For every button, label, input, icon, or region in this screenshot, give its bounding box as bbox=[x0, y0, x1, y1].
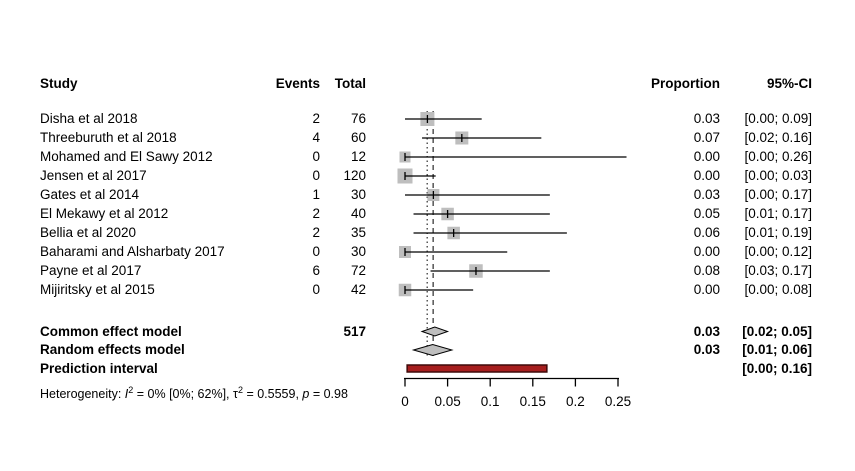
proportion-value: 0.00 bbox=[693, 149, 720, 164]
proportion-value: 0.05 bbox=[693, 206, 720, 221]
events-value: 0 bbox=[312, 149, 320, 164]
study-name: Threeburuth et al 2018 bbox=[40, 130, 177, 145]
ci-value: [0.02; 0.16] bbox=[744, 130, 812, 145]
x-axis-tick-label: 0.1 bbox=[481, 394, 500, 409]
total-value: 30 bbox=[350, 244, 366, 259]
study-name: Mijiritsky et al 2015 bbox=[40, 282, 155, 297]
proportion-value: 0.06 bbox=[693, 225, 720, 240]
study-name: Disha et al 2018 bbox=[40, 111, 138, 126]
x-axis-tick-label: 0.05 bbox=[434, 394, 460, 409]
column-header-proportion: Proportion bbox=[651, 76, 720, 91]
proportion-value: 0.03 bbox=[693, 111, 720, 126]
summary-ci: [0.00; 0.16] bbox=[742, 360, 812, 376]
study-name: Gates et al 2014 bbox=[40, 187, 140, 202]
study-name: Baharami and Alsharbaty 2017 bbox=[40, 244, 225, 259]
total-value: 40 bbox=[350, 206, 366, 221]
heterogeneity-note: Heterogeneity: I2 = 0% [0%; 62%], τ2 = 0… bbox=[40, 381, 348, 401]
events-value: 0 bbox=[312, 282, 320, 297]
summary-total: 517 bbox=[343, 323, 366, 339]
ci-value: [0.00; 0.12] bbox=[744, 244, 812, 259]
events-value: 2 bbox=[312, 206, 320, 221]
total-value: 12 bbox=[350, 149, 366, 164]
proportion-value: 0.08 bbox=[693, 263, 720, 278]
study-name: Jensen et al 2017 bbox=[40, 168, 147, 183]
total-value: 76 bbox=[350, 111, 366, 126]
prediction-interval-bar bbox=[406, 364, 548, 373]
summary-ci: [0.01; 0.06] bbox=[742, 342, 812, 357]
events-value: 2 bbox=[312, 111, 320, 126]
events-value: 1 bbox=[312, 187, 320, 202]
heterogeneity-text: 2 bbox=[128, 385, 134, 395]
ci-value: [0.01; 0.17] bbox=[744, 206, 812, 221]
x-axis-tick-label: 0.15 bbox=[520, 394, 546, 409]
proportion-value: 0.00 bbox=[693, 244, 720, 259]
summary-label: Prediction interval bbox=[40, 360, 158, 376]
x-axis-tick-label: 0 bbox=[401, 394, 409, 409]
heterogeneity-text: 2 bbox=[237, 385, 243, 395]
ci-value: [0.00; 0.03] bbox=[744, 168, 812, 183]
total-value: 120 bbox=[343, 168, 366, 183]
total-value: 30 bbox=[350, 187, 366, 202]
ci-value: [0.00; 0.17] bbox=[744, 187, 812, 202]
column-header-ci: 95%-CI bbox=[766, 76, 812, 91]
summary-ci: [0.02; 0.05] bbox=[742, 323, 812, 339]
x-axis-tick-label: 0.25 bbox=[605, 394, 631, 409]
ci-value: [0.03; 0.17] bbox=[744, 263, 812, 278]
summary-diamond bbox=[420, 326, 450, 337]
heterogeneity-text: p bbox=[302, 387, 310, 401]
events-value: 4 bbox=[312, 130, 320, 145]
events-value: 0 bbox=[312, 244, 320, 259]
heterogeneity-text: = 0% [0%; 62%], bbox=[133, 387, 233, 401]
proportion-value: 0.00 bbox=[693, 282, 720, 297]
column-header-events: Events bbox=[275, 76, 320, 91]
proportion-value: 0.00 bbox=[693, 168, 720, 183]
summary-label: Random effects model bbox=[40, 342, 185, 357]
summary-proportion: 0.03 bbox=[693, 342, 720, 357]
heterogeneity-text: I bbox=[124, 387, 129, 401]
summary-diamond bbox=[411, 343, 454, 357]
total-value: 60 bbox=[350, 130, 366, 145]
total-value: 35 bbox=[350, 225, 366, 240]
events-value: 0 bbox=[312, 168, 320, 183]
study-name: El Mekawy et al 2012 bbox=[40, 206, 169, 221]
heterogeneity-text: = 0.5559, bbox=[242, 387, 303, 401]
ci-value: [0.00; 0.08] bbox=[744, 282, 812, 297]
ci-value: [0.00; 0.09] bbox=[744, 111, 812, 126]
column-header-total: Total bbox=[334, 76, 366, 91]
ci-value: [0.01; 0.19] bbox=[744, 225, 812, 240]
events-value: 6 bbox=[312, 263, 320, 278]
x-axis-tick-label: 0.2 bbox=[566, 394, 585, 409]
ci-value: [0.00; 0.26] bbox=[744, 149, 812, 164]
study-name: Payne et al 2017 bbox=[40, 263, 142, 278]
heterogeneity-text: = 0.98 bbox=[309, 387, 348, 401]
heterogeneity-text: τ bbox=[233, 387, 238, 401]
heterogeneity-text: Heterogeneity: bbox=[40, 387, 125, 401]
proportion-value: 0.07 bbox=[693, 130, 720, 145]
study-name: Bellia et al 2020 bbox=[40, 225, 137, 240]
total-value: 42 bbox=[350, 282, 366, 297]
summary-proportion: 0.03 bbox=[693, 323, 720, 339]
events-value: 2 bbox=[312, 225, 320, 240]
column-header-study: Study bbox=[40, 76, 78, 91]
summary-label: Common effect model bbox=[40, 323, 182, 339]
study-name: Mohamed and El Sawy 2012 bbox=[40, 149, 213, 164]
proportion-value: 0.03 bbox=[693, 187, 720, 202]
total-value: 72 bbox=[350, 263, 366, 278]
